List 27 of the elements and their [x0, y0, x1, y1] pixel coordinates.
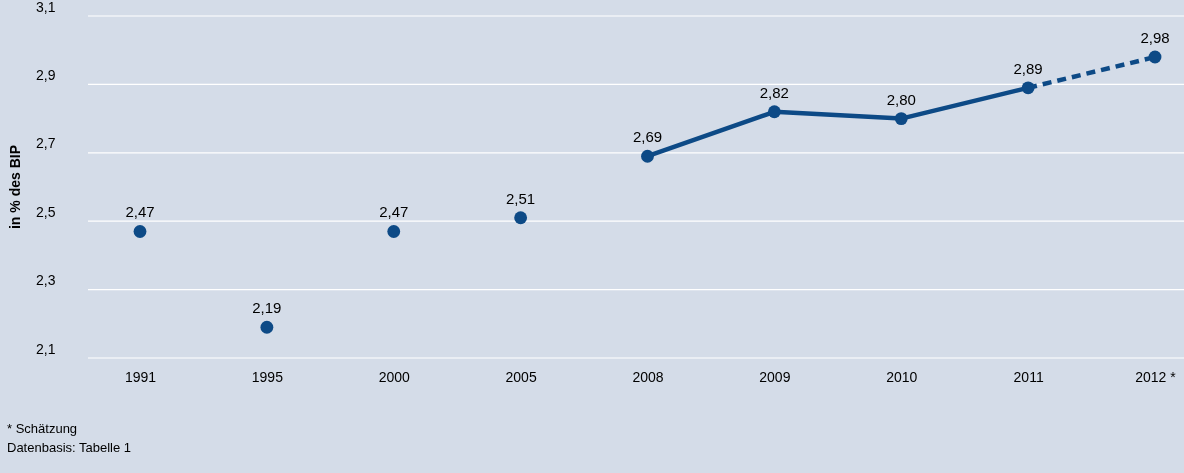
y-tick-label: 2,7 — [36, 135, 56, 152]
y-tick-label: 2,5 — [36, 203, 56, 220]
data-label: 2,80 — [886, 90, 916, 108]
y-tick-label: 2,1 — [36, 340, 56, 357]
text: Datenbasis: Tabelle 1 — [7, 440, 132, 455]
x-tick-label: 1991 — [124, 368, 157, 385]
text: * Schätzung — [7, 421, 78, 436]
data-label: 2,51 — [506, 189, 536, 207]
y-tick-label: 2,3 — [36, 272, 56, 289]
x-tick-label: 2010 — [886, 368, 918, 385]
x-tick-label: 2008 — [632, 368, 664, 385]
data-label: 2,89 — [1013, 59, 1043, 77]
x-tick-label: 2000 — [378, 368, 411, 385]
data-label: 2,47 — [125, 203, 155, 221]
x-tick-label: 1995 — [251, 368, 284, 385]
data-label: 2,19 — [252, 299, 282, 317]
data-label: 2,69 — [632, 128, 663, 146]
y-axis-title: in % des BIP — [7, 144, 23, 230]
data-label: 2,98 — [1140, 29, 1170, 47]
x-tick-label: 2009 — [759, 368, 791, 385]
y-tick-label: 2,9 — [36, 67, 56, 83]
data-label: 2,82 — [759, 83, 789, 101]
x-tick-label: 2012 * — [1135, 368, 1177, 385]
y-tick-label: 3,1 — [36, 0, 56, 15]
data-label: 2,47 — [379, 203, 409, 221]
x-tick-label: 2005 — [505, 368, 537, 385]
x-tick-label: 2011 — [1013, 368, 1044, 385]
